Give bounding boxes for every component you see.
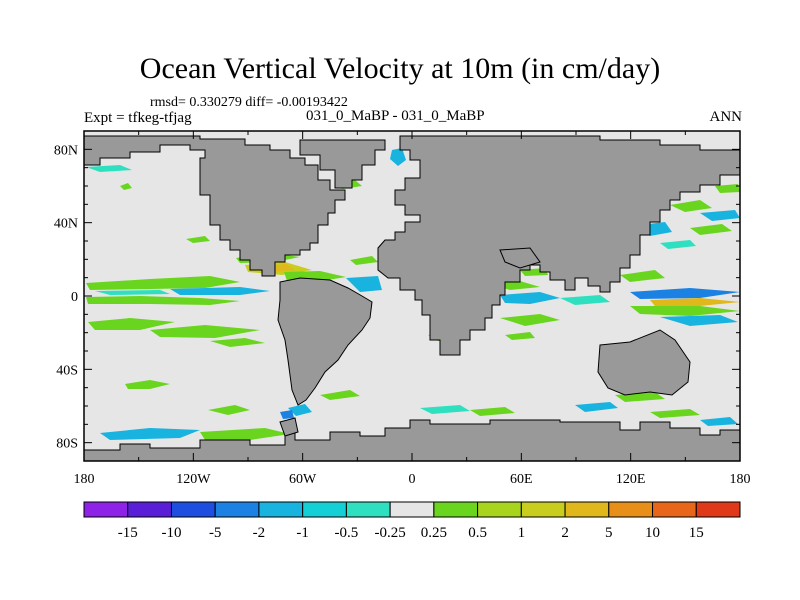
colorbar-swatch: [652, 501, 697, 518]
land-southern-island: [279, 417, 299, 437]
lat-tick-label: 80S: [56, 437, 78, 452]
patch-cyan: [346, 276, 382, 292]
patch-green: [350, 256, 378, 265]
colorbar-swatch: [258, 501, 304, 518]
colorbar-swatch: [127, 501, 172, 518]
patch-green: [150, 325, 260, 338]
patch-green: [186, 236, 210, 243]
lat-tick-label: 80N: [54, 143, 78, 158]
patch-green: [200, 428, 290, 440]
colorbar-label: -15: [118, 525, 138, 541]
experiment-label: Expt = tfkeg-tfjag: [84, 110, 192, 126]
colorbar-label: -0.5: [335, 525, 359, 541]
stats-text: rmsd= 0.330279 diff= -0.00193422: [150, 95, 348, 110]
colorbar-swatch: [83, 501, 129, 518]
patch-green: [86, 276, 240, 290]
case-label: 031_0_MaBP - 031_0_MaBP: [306, 108, 485, 124]
lon-tick-label: 120E: [616, 472, 646, 487]
patch-cyan: [560, 295, 610, 305]
patch-orange: [650, 298, 740, 306]
colorbar-swatch: [608, 501, 654, 518]
longitude-ticks: 180 120W 60W 0 60E 120E 180: [74, 131, 751, 487]
colorbar-swatch: [433, 501, 479, 518]
land-south-america: [277, 277, 373, 406]
lon-tick-label: 180: [730, 472, 751, 487]
colorbar-label: 5: [605, 525, 613, 541]
map-plot-area: [83, 130, 741, 462]
lat-tick-label: 0: [71, 290, 78, 305]
patch-cyan: [288, 404, 312, 416]
colorbar-label: -1: [296, 525, 309, 541]
colorbar-label: -10: [161, 525, 181, 541]
colorbar-label: 10: [645, 525, 660, 541]
season-label: ANN: [709, 109, 743, 125]
patch-cyan: [86, 165, 132, 172]
latitude-ticks: 80N 40N 0 40S 80S: [54, 143, 740, 452]
patch-green: [630, 306, 740, 316]
patch-green: [208, 405, 250, 415]
patch-cyan: [390, 148, 406, 166]
colorbar-label: 15: [689, 525, 704, 541]
patch-green: [500, 314, 560, 326]
lon-tick-label: 60E: [510, 472, 533, 487]
patch-cyan: [700, 417, 738, 426]
patch-green: [650, 409, 700, 418]
patch-green: [715, 184, 740, 193]
patch-green: [88, 318, 175, 330]
colorbar-label: 2: [561, 525, 569, 541]
patch-green: [120, 183, 132, 190]
land-australia: [597, 329, 691, 396]
colorbar-label: -5: [209, 525, 222, 541]
map-title: Ocean Vertical Velocity at 10m (in cm/da…: [139, 52, 661, 85]
land-greenland: [299, 139, 386, 189]
land-arabia-india: [499, 247, 541, 269]
lat-tick-label: 40S: [56, 363, 78, 378]
patch-green: [320, 390, 360, 400]
lat-tick-label: 40N: [54, 217, 78, 232]
colorbar-label: 1: [518, 525, 526, 541]
patch-green: [210, 338, 265, 347]
patch-green: [670, 200, 712, 212]
colorbar-swatch: [695, 501, 741, 518]
patch-cyan: [100, 428, 200, 440]
colorbar-swatch: [214, 501, 260, 518]
colorbar-swatch: [345, 501, 391, 518]
lon-tick-label: 180: [74, 472, 95, 487]
patch-cyan: [660, 240, 696, 249]
patch-cyan: [660, 315, 738, 326]
lon-tick-label: 120W: [176, 472, 211, 487]
patch-green: [505, 332, 535, 340]
colorbar-label: 0.25: [421, 525, 447, 541]
patch-green: [125, 380, 170, 389]
lon-tick-label: 60W: [289, 472, 317, 487]
colorbar: -15 -10 -5 -2 -1 -0.5 -0.25 0.25 0.5 1 2 5 10 15: [83, 501, 741, 541]
lon-tick-label: 0: [409, 472, 416, 487]
land-north-america: [83, 135, 346, 277]
patch-green: [620, 270, 665, 282]
colorbar-label: 0.5: [468, 525, 487, 541]
patch-cyan: [500, 292, 560, 304]
patch-cyan: [95, 290, 170, 295]
patch-cyan: [170, 287, 270, 295]
colorbar-swatch: [564, 501, 610, 518]
land-antarctica: [83, 419, 741, 462]
colorbar-swatch: [302, 501, 347, 518]
colorbar-swatch: [477, 501, 522, 518]
patch-green: [86, 296, 240, 305]
patch-cyan: [575, 402, 618, 412]
patch-blue: [630, 288, 740, 299]
colorbar-swatch: [389, 501, 435, 518]
patch-cyan: [700, 210, 740, 221]
patch-blue: [280, 410, 294, 419]
colorbar-swatch: [520, 501, 566, 518]
land-eurasia-africa: [377, 135, 741, 356]
patch-green: [470, 407, 515, 416]
patch-cyan: [420, 405, 470, 414]
colorbar-swatch: [170, 501, 216, 518]
colorbar-label: -0.25: [375, 525, 406, 541]
patch-green: [690, 224, 732, 235]
land-masses: [83, 135, 741, 462]
colorbar-label: -2: [253, 525, 266, 541]
